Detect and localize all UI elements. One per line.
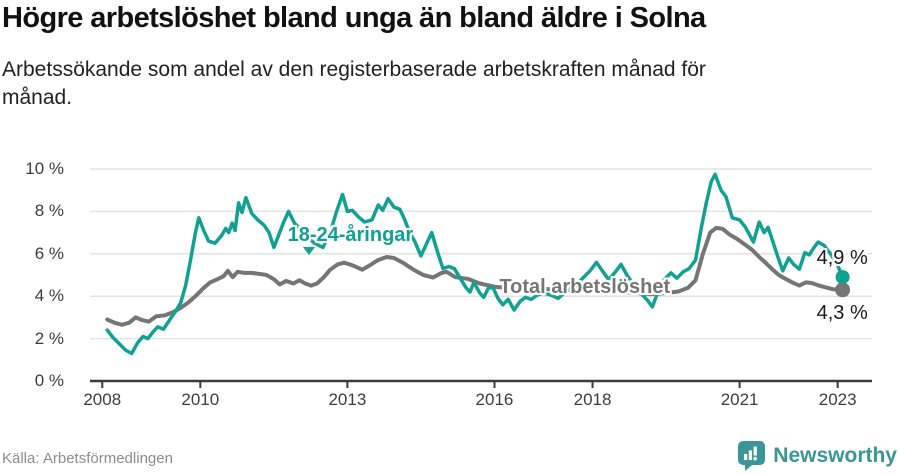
chart-subtitle: Arbetssökande som andel av den registerb… — [2, 58, 706, 109]
y-tick-label: 4 % — [34, 286, 64, 306]
x-tick-label: 2013 — [328, 390, 367, 409]
series-label-total: Total arbetslöshet — [499, 275, 671, 298]
y-tick-label: 8 % — [34, 201, 64, 221]
down-arrow-icon — [302, 246, 315, 255]
series-label-youth: 18-24-åringar — [288, 224, 413, 255]
newsworthy-logo-icon — [738, 441, 766, 471]
newsworthy-logo: Newsworthy — [738, 441, 897, 471]
chart-title: Högre arbetslöshet bland unga än bland ä… — [2, 2, 706, 34]
series-line — [105, 225, 845, 327]
y-tick-label: 2 % — [34, 328, 64, 348]
brand-name: Newsworthy — [773, 444, 897, 467]
source-note: Källa: Arbetsförmedlingen — [2, 450, 173, 467]
x-tick-label: 2023 — [818, 390, 857, 409]
end-dot — [835, 270, 850, 285]
y-tick-label: 0 % — [34, 371, 64, 390]
x-tick-label: 2018 — [573, 390, 612, 409]
series-line — [105, 172, 845, 356]
x-tick-label: 2021 — [720, 390, 759, 409]
x-tick-label: 2016 — [475, 390, 514, 409]
end-dot — [835, 282, 851, 298]
x-tick-label: 2008 — [83, 390, 122, 409]
end-value-label-total: 4,3 % — [816, 301, 868, 324]
x-tick-label: 2010 — [181, 390, 220, 409]
y-tick-label: 10 % — [25, 159, 64, 178]
y-tick-label: 6 % — [34, 243, 64, 263]
end-value-label-youth: 4,9 % — [816, 246, 868, 269]
